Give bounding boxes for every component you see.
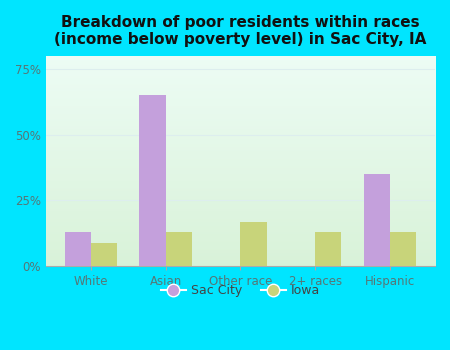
Bar [364, 174, 390, 266]
Bar [315, 232, 342, 266]
Bar [91, 243, 117, 266]
Title: Breakdown of poor residents within races
(income below poverty level) in Sac Cit: Breakdown of poor residents within races… [54, 15, 427, 47]
Bar [140, 95, 166, 266]
Bar [240, 222, 266, 266]
Bar [166, 232, 192, 266]
Legend: Sac City, Iowa: Sac City, Iowa [156, 279, 325, 302]
Bar [64, 232, 91, 266]
Bar [390, 232, 416, 266]
